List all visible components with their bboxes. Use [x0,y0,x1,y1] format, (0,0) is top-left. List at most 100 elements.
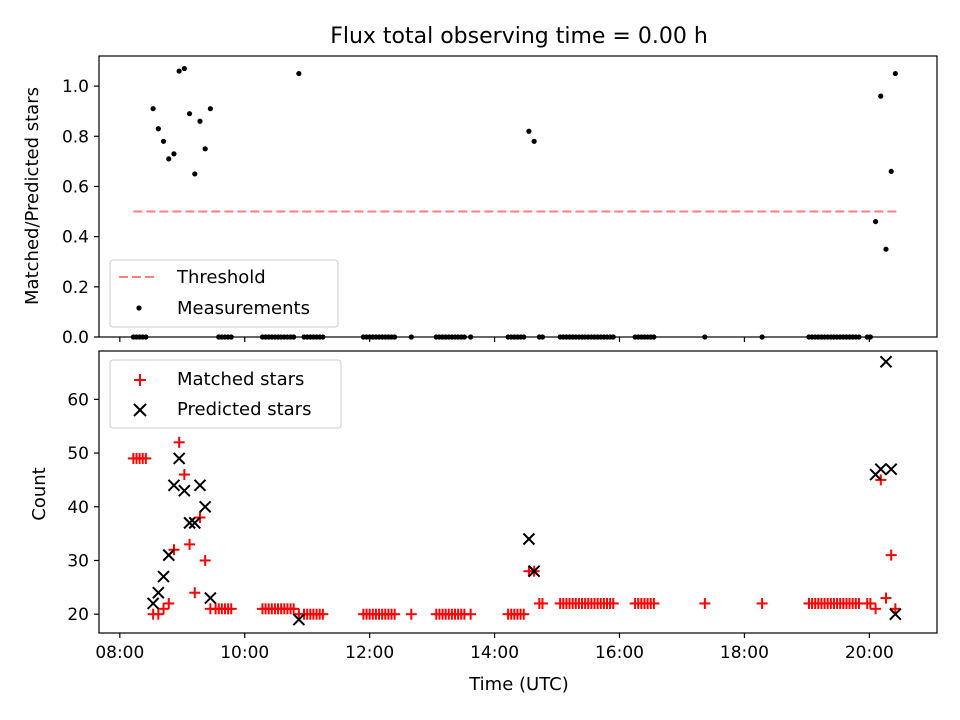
bottom-x-tick-label: 20:00 [845,643,894,663]
bottom-plot-area: 20 30 40 50 60 08:00 10:00 12:00 14:00 16:00 18:00… [67,350,938,663]
bottom-x-tick-label: 18:00 [720,643,769,663]
measurement-point [531,138,537,144]
bottom-y-tick-label: 60 [67,390,89,410]
predicted-star-marker [204,591,217,605]
top-y-axis-label: Matched/Predicted stars [22,87,43,305]
measurement-point [181,65,187,72]
top-y-tick-label: 0.6 [62,177,89,197]
predicted-star-marker [178,484,191,497]
top-axes-frame [98,55,938,338]
bottom-y-tick-label: 30 [67,551,89,571]
matched-star-marker [756,597,768,609]
bottom-legend-box [109,359,342,429]
matched-star-marker [389,608,401,620]
matched-star-marker [648,597,660,609]
predicted-star-marker [522,532,536,546]
top-legend: Threshold Measurements [109,259,339,328]
predicted-star-marker [188,516,201,530]
matched-star-marker [288,603,300,615]
top-y-tick-label: 0.4 [62,228,89,248]
legend-predicted-label: Predicted stars [177,399,311,420]
predicted-star-marker [152,586,165,599]
bottom-legend: Matched stars Predicted stars [109,359,342,429]
measurement-point [176,68,182,74]
predicted-star-marker [172,452,186,465]
matched-star-marker [184,538,196,550]
matched-star-marker [173,436,185,448]
legend-threshold-label: Threshold [176,267,266,288]
predicted-star-marker [292,613,306,626]
top-y-tick-label: 1.0 [62,77,89,97]
top-y-tick-label: 0.2 [62,278,89,298]
matched-star-marker [199,554,211,566]
predicted-star-marker [167,479,181,492]
measurement-point [186,111,193,117]
bottom-x-tick-label: 16:00 [595,643,644,663]
predicted-star-marker [162,548,175,562]
chart-title: Flux total observing time = 0.00 h [330,24,708,49]
predicted-star-marker [157,570,170,583]
bottom-series-0 [127,436,901,620]
matched-star-marker [158,603,170,615]
top-legend-box [109,259,339,328]
predicted-star-marker [527,565,541,578]
matched-star-marker [870,603,882,615]
matched-star-marker [536,597,548,609]
bottom-series-1 [146,355,902,626]
count-panel: Count Time (UTC) 20 30 40 50 60 08:00 10:00 12:… [29,350,938,695]
matched-star-marker [317,608,329,620]
legend-matched-label: Matched stars [177,369,304,390]
matched-star-marker [518,608,530,620]
measurement-point [155,126,161,132]
predicted-star-marker [193,479,207,492]
legend-measurements-label: Measurements [177,298,310,319]
top-y-tick-label: 0.8 [62,127,89,147]
predicted-star-marker [198,500,212,513]
bottom-x-tick-label: 08:00 [95,643,144,663]
matched-star-marker [189,587,201,599]
bottom-y-axis-label: Count [29,467,50,520]
predicted-star-marker [874,462,887,476]
measurement-point [160,138,167,144]
predicted-star-marker [146,597,160,610]
matched-star-marker [607,597,619,609]
measurement-point [192,171,198,177]
measurement-point [202,146,208,152]
measurement-point [296,70,302,77]
legend-measurements-swatch [136,305,142,311]
ratio-panel: Flux total observing time = 0.00 h Match… [22,24,938,348]
matched-star-marker [889,603,901,615]
measurement-point [166,156,172,162]
measurement-point [197,118,203,124]
predicted-star-marker [889,607,902,621]
matched-star-marker [163,597,175,609]
matched-star-marker [864,597,876,609]
predicted-star-marker [183,516,196,530]
bottom-x-tick-label: 12:00 [345,643,394,663]
legend-matched-swatch [134,374,146,386]
matched-star-marker [465,608,477,620]
top-plot-area: 0.0 0.2 0.4 0.6 0.8 1.0 [62,55,938,348]
measurement-point [883,246,889,252]
predicted-star-marker [879,355,893,368]
matched-star-marker [405,608,417,620]
x-axis-label: Time (UTC) [468,674,569,695]
measurement-point [892,70,898,77]
measurement-point [207,106,213,112]
bottom-x-tick-label: 14:00 [470,643,519,663]
measurement-point [171,151,177,157]
measurement-point [888,168,894,175]
matched-star-marker [885,549,897,561]
measurement-point [878,93,884,99]
bottom-y-tick-label: 50 [67,444,89,464]
bottom-x-tick-label: 10:00 [220,643,269,663]
predicted-star-marker [884,462,898,476]
matched-star-marker [699,597,711,609]
matched-star-marker [880,592,892,604]
matched-star-marker [178,469,190,481]
bottom-y-tick-label: 40 [67,498,89,518]
matched-star-marker [152,608,164,620]
matched-star-marker [225,603,237,615]
